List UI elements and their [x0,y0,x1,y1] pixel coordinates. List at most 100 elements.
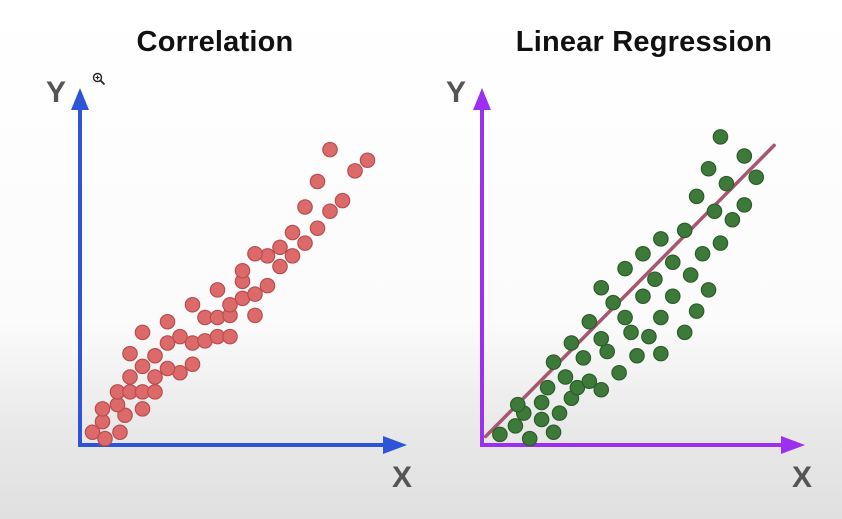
data-point-correlation-18 [122,345,138,362]
data-point-correlation-54 [359,152,376,169]
data-point-correlation-46 [284,224,301,241]
data-point-regression-0 [492,426,508,443]
data-point-regression-14 [581,373,598,390]
data-point-regression-45 [706,203,723,220]
data-point-correlation-53 [322,141,338,158]
data-point-regression-7 [509,396,526,413]
data-point-correlation-31 [247,307,263,324]
data-point-regression-44 [724,211,741,228]
zoom-in-icon[interactable] [92,72,106,86]
y-axis-label-correlation: Y [45,76,67,109]
data-point-regression-38 [664,254,681,271]
data-point-correlation-36 [209,282,226,298]
data-point-correlation-2 [112,424,128,441]
data-point-correlation-38 [259,277,276,294]
data-point-regression-31 [635,288,651,305]
x-axis-arrow-regression [781,436,805,454]
data-point-regression-24 [641,328,657,345]
data-point-correlation-11 [147,384,163,400]
data-point-regression-8 [533,394,550,411]
y-axis-arrow-regression [473,88,491,110]
data-point-correlation-5 [94,401,111,417]
data-point-regression-29 [688,303,705,319]
data-point-regression-37 [617,260,633,277]
data-point-correlation-26 [222,328,238,345]
data-point-correlation-15 [134,358,151,375]
data-point-regression-28 [653,309,669,326]
data-point-correlation-17 [184,356,201,373]
data-point-regression-50 [700,160,717,177]
data-point-regression-36 [682,267,699,283]
data-point-regression-42 [653,231,669,247]
data-point-correlation-45 [272,239,288,256]
data-point-correlation-20 [159,335,176,351]
data-point-regression-3 [507,418,524,434]
data-point-correlation-19 [147,347,163,364]
y-axis-label-linear-regression: Y [445,76,467,109]
data-point-regression-1 [521,430,538,447]
data-point-correlation-13 [147,369,163,385]
data-point-regression-10 [539,379,556,396]
data-point-correlation-47 [309,220,326,237]
data-point-correlation-1 [97,430,113,447]
data-point-regression-22 [593,330,610,347]
data-point-regression-11 [569,379,586,396]
data-point-regression-49 [748,169,765,186]
x-axis-label-correlation: X [391,461,413,494]
y-axis-arrow-correlation [71,88,89,110]
data-point-regression-47 [688,188,705,205]
data-point-correlation-48 [322,203,338,220]
data-point-regression-6 [551,405,568,421]
data-point-regression-30 [605,294,621,311]
data-point-regression-43 [676,222,693,239]
data-point-correlation-0 [84,424,101,441]
data-point-regression-12 [593,381,610,398]
data-point-regression-4 [533,411,550,428]
chart-title-linear-regression: Linear Regression [515,26,773,58]
data-point-correlation-49 [297,199,313,215]
data-point-correlation-39 [272,258,288,275]
data-point-regression-20 [653,345,669,362]
data-point-regression-18 [599,343,615,360]
data-point-correlation-43 [297,235,313,251]
data-point-regression-33 [700,282,717,298]
x-axis-label-linear-regression: X [791,461,813,494]
data-point-regression-16 [545,354,562,370]
data-point-correlation-42 [284,248,301,264]
data-point-regression-35 [647,271,663,288]
data-point-regression-40 [635,245,651,262]
data-point-regression-32 [664,288,681,305]
data-point-regression-17 [575,350,592,366]
data-point-regression-2 [545,424,562,441]
data-point-correlation-33 [222,296,238,313]
data-point-correlation-32 [184,296,201,313]
data-point-regression-26 [581,313,598,330]
data-point-regression-19 [629,347,645,364]
x-axis-arrow-correlation [383,436,407,454]
data-point-regression-27 [617,309,633,326]
data-point-regression-15 [611,364,627,381]
data-point-correlation-4 [117,407,133,424]
data-point-correlation-41 [234,262,251,279]
data-point-regression-25 [676,324,693,341]
data-point-correlation-24 [134,324,151,341]
data-point-regression-23 [623,324,639,341]
data-point-correlation-7 [134,401,151,417]
data-point-correlation-51 [309,173,326,190]
data-point-regression-51 [736,148,753,164]
data-point-regression-48 [718,175,735,192]
data-point-correlation-50 [334,192,351,209]
data-point-correlation-44 [247,245,263,262]
data-point-regression-21 [563,335,580,351]
data-point-correlation-52 [347,163,363,179]
data-point-regression-41 [712,235,729,251]
data-point-correlation-35 [247,286,263,302]
data-point-correlation-12 [122,369,138,385]
data-point-correlation-27 [159,313,176,330]
data-point-regression-46 [736,197,753,213]
regression-line [483,143,776,439]
data-point-regression-13 [557,369,574,385]
data-point-correlation-16 [159,360,176,377]
chart-title-correlation: Correlation [136,26,294,58]
